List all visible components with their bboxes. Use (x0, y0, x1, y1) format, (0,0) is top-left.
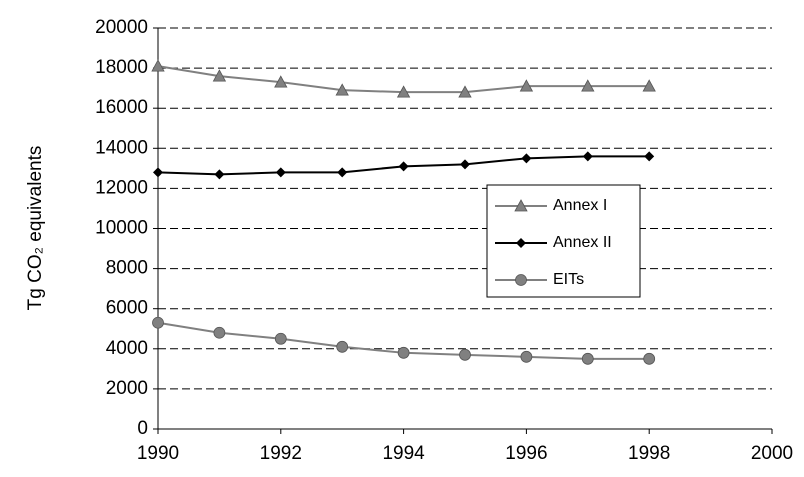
x-tick-label: 1992 (260, 443, 302, 464)
y-tick-label: 4000 (106, 338, 148, 359)
x-tick-label: 1990 (137, 443, 179, 464)
x-tick-label: 2000 (751, 443, 793, 464)
x-tick-label: 1994 (382, 443, 425, 464)
y-tick-label: 10000 (95, 218, 148, 239)
legend-box (486, 184, 641, 298)
marker (275, 167, 286, 178)
y-tick-label: 6000 (106, 298, 148, 319)
marker (212, 69, 227, 82)
marker (521, 153, 532, 164)
marker (151, 59, 165, 72)
marker (398, 161, 409, 172)
x-tick-label: 1998 (628, 443, 670, 464)
y-tick-label: 0 (137, 418, 148, 439)
marker (458, 85, 472, 98)
marker (336, 340, 349, 353)
marker (337, 167, 348, 178)
y-axis-label: Tg CO₂ equivalents (25, 146, 46, 311)
y-tick-label: 2000 (106, 378, 148, 399)
marker (152, 316, 164, 329)
x-tick-label: 1996 (505, 443, 547, 464)
marker (214, 169, 225, 180)
marker (516, 238, 526, 248)
y-tick-label: 14000 (95, 137, 148, 158)
marker (520, 350, 533, 363)
marker (519, 79, 534, 92)
marker (153, 167, 163, 178)
marker (582, 151, 593, 162)
marker (460, 159, 470, 170)
marker (213, 326, 226, 339)
marker (396, 85, 411, 98)
marker (581, 79, 595, 92)
marker (459, 348, 471, 361)
y-tick-label: 18000 (95, 57, 148, 78)
y-tick-label: 16000 (95, 97, 148, 118)
marker (581, 352, 594, 365)
marker (643, 352, 656, 365)
marker (514, 199, 528, 212)
legend-label: EITs (553, 271, 584, 288)
marker (274, 75, 288, 88)
legend-label: Annex II (553, 234, 612, 251)
marker (274, 332, 287, 345)
marker (644, 151, 655, 162)
marker (335, 83, 349, 96)
legend-label: Annex I (553, 197, 607, 214)
y-tick-label: 20000 (95, 17, 148, 38)
marker (397, 346, 410, 359)
y-tick-label: 12000 (95, 177, 148, 198)
marker (642, 79, 656, 92)
y-tick-label: 8000 (106, 258, 148, 279)
marker (515, 274, 527, 286)
